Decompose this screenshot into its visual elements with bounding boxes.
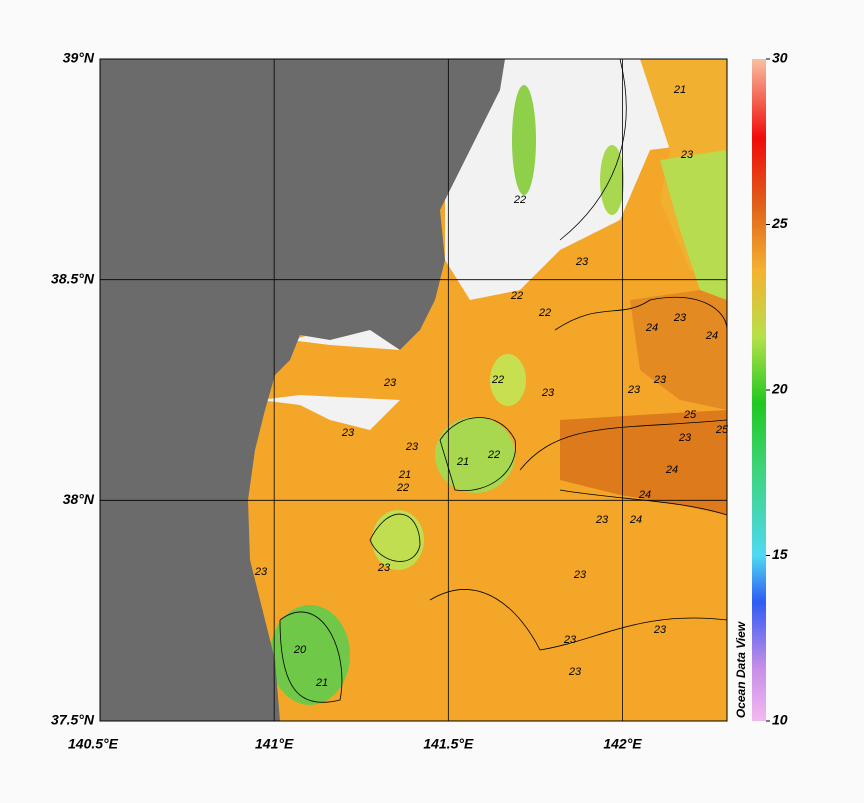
contour-label: 24 xyxy=(638,489,651,501)
x-tick-label: 142°E xyxy=(603,736,642,752)
contour-label: 21 xyxy=(456,456,469,468)
contour-label: 23 xyxy=(653,374,667,386)
contour-label: 22 xyxy=(538,307,551,319)
contour-label: 22 xyxy=(513,194,526,206)
contour-label: 21 xyxy=(315,677,328,689)
contour-label: 23 xyxy=(673,312,687,324)
contour-label: 25 xyxy=(715,424,729,436)
contour-label: 23 xyxy=(254,566,268,578)
contour-label: 23 xyxy=(678,432,692,444)
colorbar-tick-label: 10 xyxy=(772,712,788,728)
colorbar-tick-label: 25 xyxy=(771,215,788,231)
contour-label: 22 xyxy=(396,482,409,494)
watermark: Ocean Data View xyxy=(734,621,748,718)
contour-label: 23 xyxy=(563,634,577,646)
colorbar-tick-label: 20 xyxy=(771,381,788,397)
contour-label: 23 xyxy=(568,666,582,678)
x-tick-label: 141°E xyxy=(255,736,294,752)
contour-label: 24 xyxy=(705,330,718,342)
contour-label: 23 xyxy=(653,624,667,636)
contour-label: 22 xyxy=(487,449,500,461)
colorbar-tick-label: 15 xyxy=(772,546,788,562)
colorbar-tick-label: 30 xyxy=(772,50,788,66)
axes: 140.5°E 141°E 141.5°E 142°E 37.5°N 38°N 38.5°N… xyxy=(51,50,727,752)
contour-label: 25 xyxy=(683,409,697,421)
colorbar xyxy=(752,59,766,721)
contour-label: 20 xyxy=(293,644,307,656)
contour-label: 23 xyxy=(377,562,391,574)
y-tick-label: 38°N xyxy=(63,491,95,507)
contour-label: 23 xyxy=(627,384,641,396)
contour-label: 23 xyxy=(595,514,609,526)
y-tick-label: 39°N xyxy=(63,50,95,66)
contour-label: 22 xyxy=(491,374,504,386)
contour-label: 23 xyxy=(383,377,397,389)
y-tick-label: 38.5°N xyxy=(51,270,95,286)
contour-label: 23 xyxy=(541,387,555,399)
contour-label: 24 xyxy=(665,464,678,476)
contour-label: 23 xyxy=(680,149,694,161)
contour-label: 23 xyxy=(575,256,589,268)
contour-label: 24 xyxy=(645,322,658,334)
contour-label: 23 xyxy=(573,569,587,581)
y-tick-label: 37.5°N xyxy=(51,712,95,728)
colorbar-ticks: 10 15 20 25 30 xyxy=(766,50,788,728)
contour-label: 21 xyxy=(673,84,686,96)
x-tick-label: 140.5°E xyxy=(68,736,119,752)
contour-label: 23 xyxy=(341,427,355,439)
contour-label: 23 xyxy=(405,441,419,453)
contour-label: 21 xyxy=(398,469,411,481)
contour-label: 22 xyxy=(510,290,523,302)
x-tick-label: 141.5°E xyxy=(423,736,474,752)
contour-label: 24 xyxy=(629,514,642,526)
